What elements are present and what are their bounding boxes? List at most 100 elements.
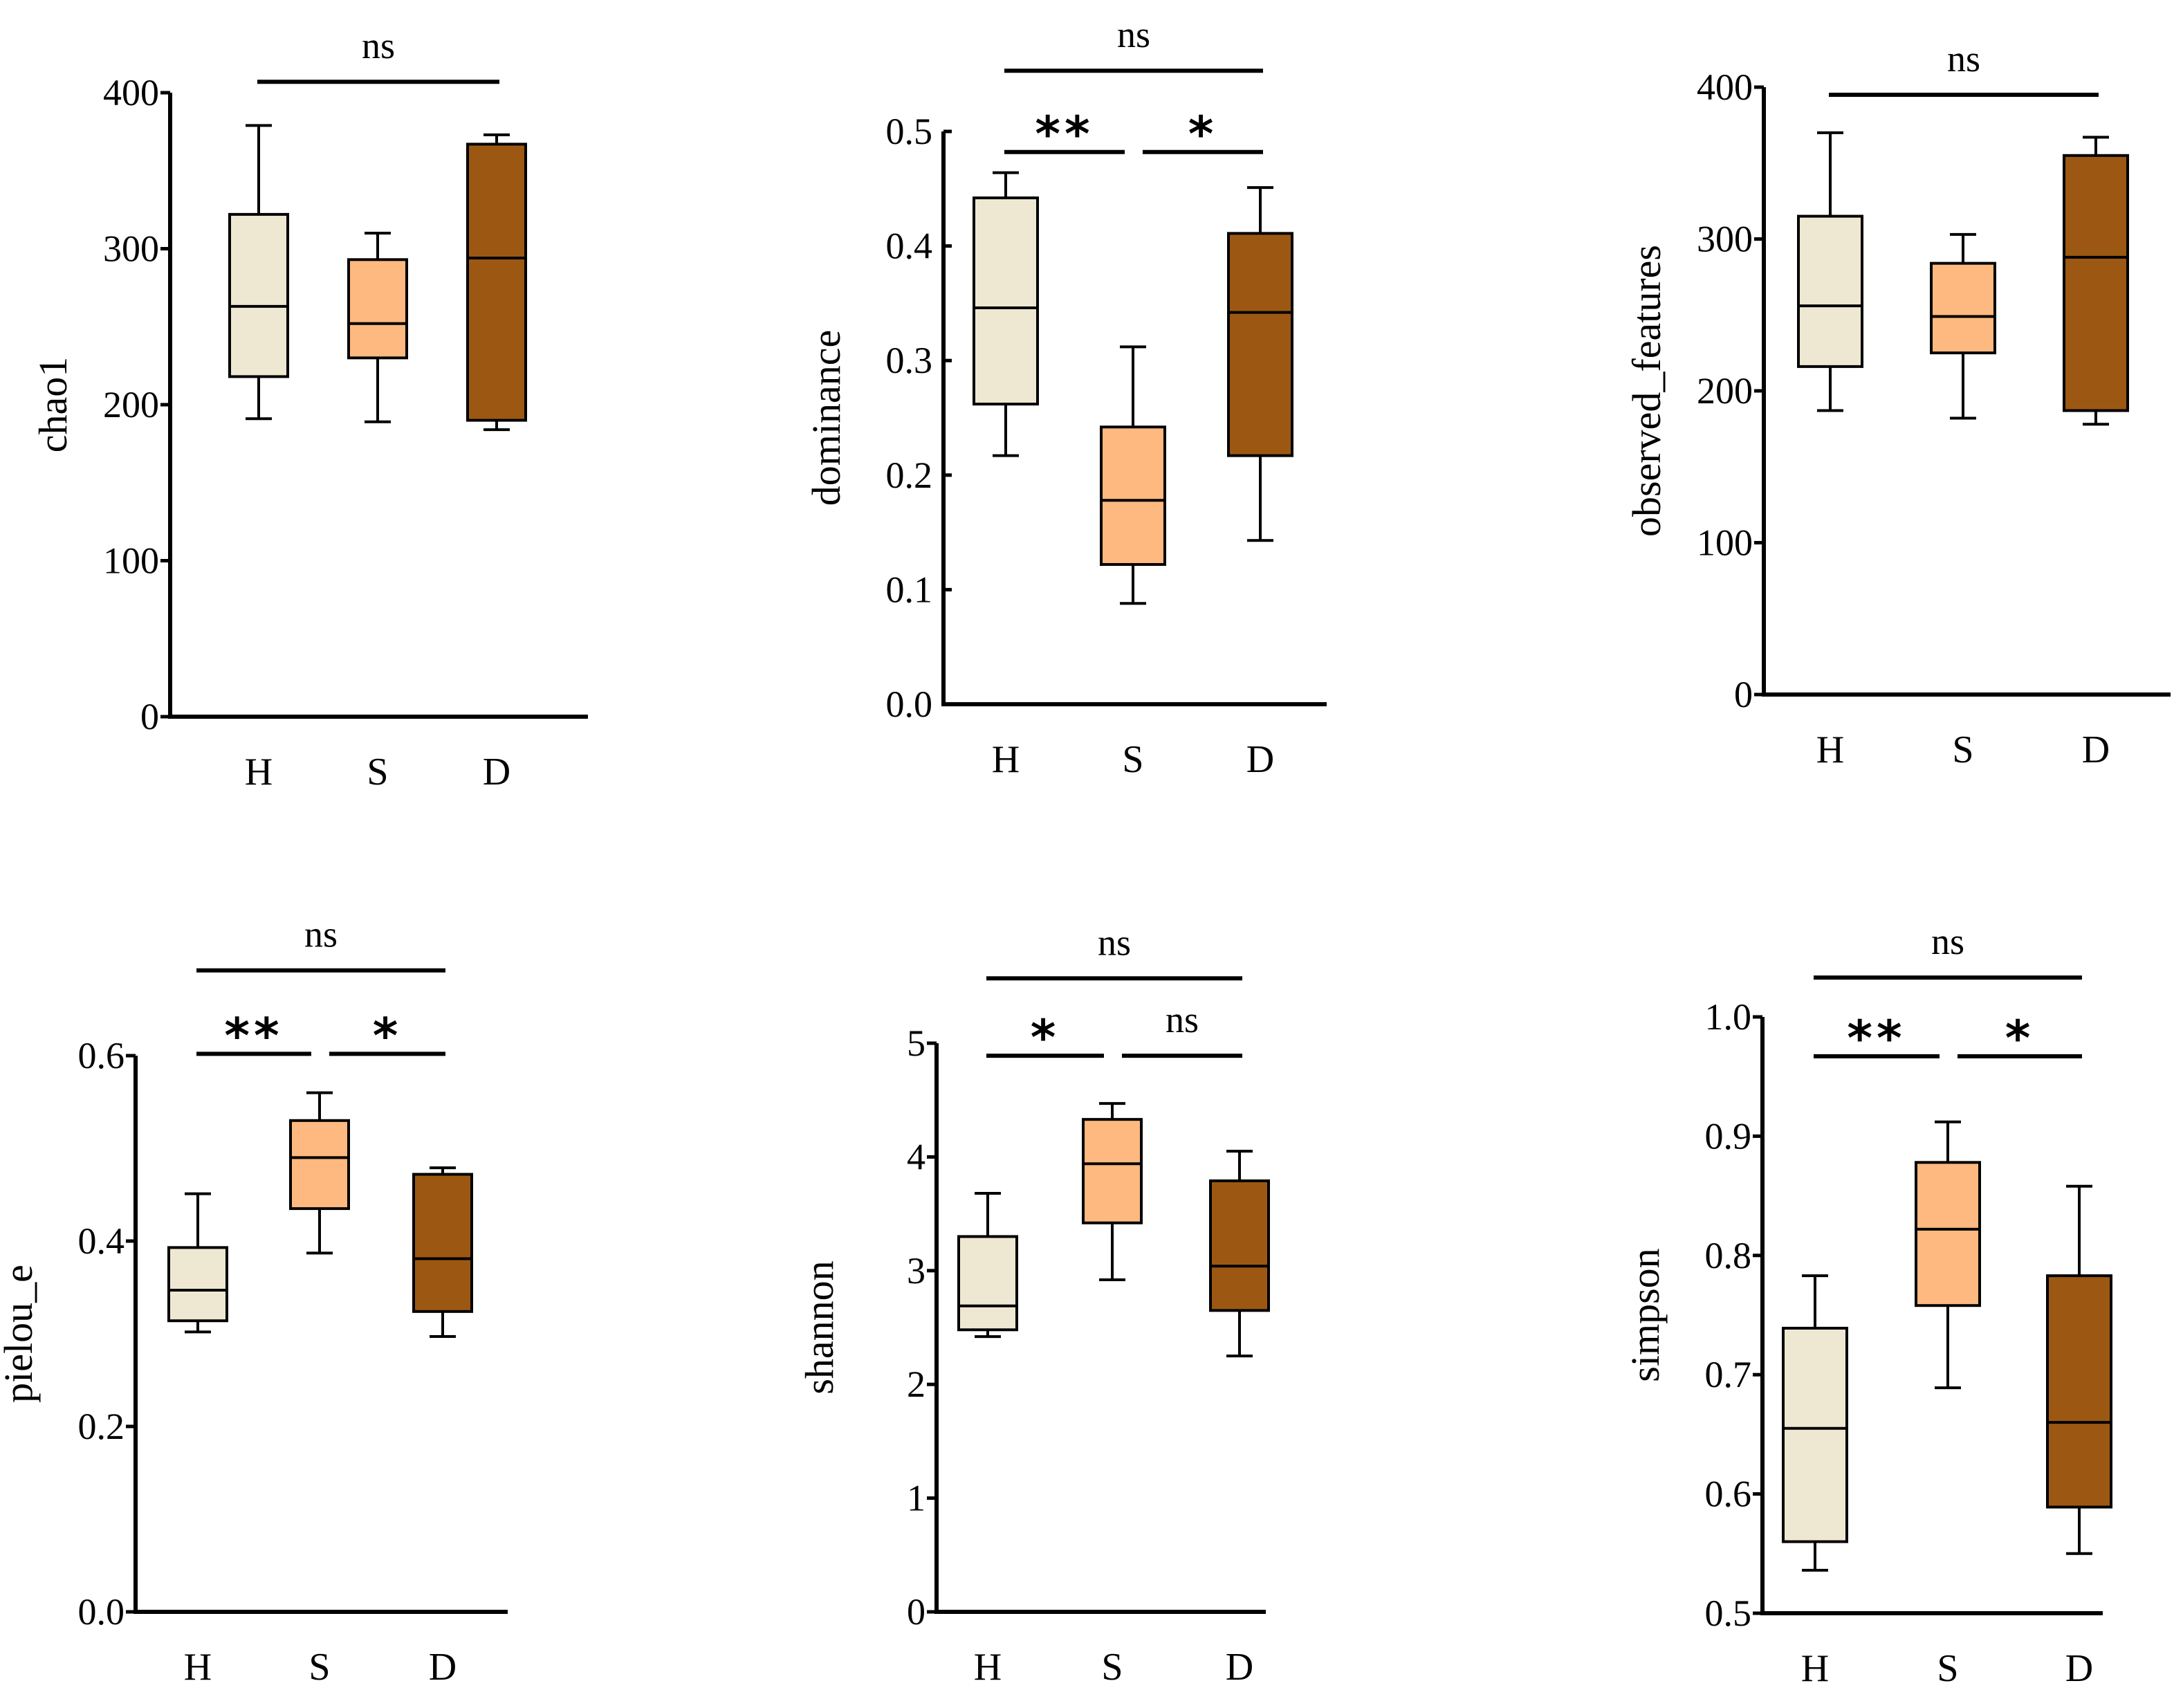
box-H: [167, 1192, 228, 1334]
box-H: [1782, 1274, 1848, 1572]
box-iqr: [2063, 154, 2129, 412]
significance-label: *: [373, 1007, 403, 1064]
significance-label: ns: [1947, 38, 1980, 80]
x-tick-label: S: [1101, 1646, 1123, 1689]
box-iqr: [466, 143, 527, 422]
y-tick-label: 2: [907, 1363, 925, 1405]
y-tick-label: 0.5: [1705, 1592, 1752, 1634]
box-iqr: [1082, 1118, 1143, 1224]
box-H: [957, 1192, 1018, 1339]
box-iqr: [167, 1246, 228, 1323]
y-tick-label: 0.4: [78, 1220, 125, 1262]
panel-chao1: 0 100 200 300 400 chao1 H S Dns: [30, 25, 588, 793]
significance-label: *: [2005, 1010, 2035, 1067]
y-tick-label: 0.6: [1705, 1473, 1752, 1515]
y-tick-label: 0: [1734, 674, 1753, 715]
box-S: [1100, 345, 1166, 605]
box-iqr: [957, 1235, 1018, 1332]
y-axis-label: chao1: [30, 357, 75, 453]
y-tick-label: 0.7: [1705, 1354, 1752, 1395]
box-D: [466, 133, 527, 432]
box-iqr: [2046, 1274, 2112, 1509]
box-S: [347, 231, 408, 423]
box-S: [1930, 232, 1996, 420]
y-tick-label: 100: [103, 540, 159, 582]
y-tick-label: 0.4: [886, 226, 933, 267]
x-tick-label: S: [1952, 728, 1973, 771]
y-axis-label: dominance: [804, 330, 849, 506]
x-tick-label: D: [429, 1646, 457, 1689]
y-tick-label: 0.8: [1705, 1235, 1752, 1276]
y-tick-label: 5: [907, 1022, 925, 1064]
box-iqr: [1797, 214, 1863, 368]
y-tick-label: 400: [103, 72, 159, 113]
y-tick-label: 0.1: [886, 569, 933, 610]
y-tick-label: 200: [103, 384, 159, 425]
x-tick-label: D: [483, 751, 510, 793]
y-tick-label: 0.0: [78, 1591, 125, 1633]
x-tick-label: D: [1246, 738, 1274, 781]
x-tick-label: H: [1801, 1647, 1829, 1690]
y-tick-label: 4: [907, 1136, 925, 1177]
box-iqr: [412, 1173, 473, 1313]
box-H: [973, 171, 1039, 457]
panel-shannon: 0 1 2 3 4 5 shannon H S Dns * ns: [797, 921, 1270, 1689]
panel-observed_features: 0 100 200 300 400 observed_features H S Dns: [1624, 38, 2171, 771]
y-tick-label: 100: [1697, 522, 1753, 564]
significance-label: ns: [1098, 921, 1131, 963]
box-iqr: [347, 258, 408, 360]
x-tick-label: H: [992, 738, 1020, 781]
y-tick-label: 0.2: [886, 454, 933, 496]
x-tick-label: H: [974, 1646, 1002, 1689]
y-axis-label: observed_features: [1624, 245, 1669, 537]
y-tick-label: 0.9: [1705, 1115, 1752, 1157]
significance-label: **: [224, 1007, 283, 1064]
box-S: [289, 1091, 350, 1255]
y-tick-label: 0.6: [78, 1035, 125, 1076]
y-tick-label: 0.3: [886, 340, 933, 381]
significance-label: ns: [304, 914, 338, 955]
y-axis-label: simpson: [1623, 1248, 1668, 1381]
box-D: [1209, 1150, 1270, 1358]
y-axis-label: pielou_e: [0, 1265, 41, 1403]
box-iqr: [973, 196, 1039, 406]
x-tick-label: H: [1816, 728, 1844, 771]
box-S: [1082, 1102, 1143, 1281]
box-iqr: [1915, 1161, 1981, 1307]
y-tick-label: 3: [907, 1250, 925, 1292]
box-iqr: [289, 1119, 350, 1211]
significance-label: **: [1847, 1010, 1906, 1067]
box-S: [1915, 1120, 1981, 1390]
x-tick-label: S: [1937, 1647, 1958, 1690]
x-tick-label: S: [367, 751, 388, 793]
significance-label: *: [1188, 106, 1218, 163]
y-tick-label: 200: [1697, 370, 1753, 412]
significance-label: *: [1031, 1009, 1060, 1066]
box-D: [1227, 186, 1293, 542]
y-tick-label: 0.0: [886, 683, 933, 725]
box-D: [2046, 1184, 2112, 1555]
box-iqr: [1930, 261, 1996, 355]
box-iqr: [1782, 1326, 1848, 1543]
box-iqr: [1209, 1179, 1270, 1312]
y-tick-label: 1: [907, 1478, 925, 1519]
box-iqr: [1227, 232, 1293, 457]
y-tick-label: 0: [140, 696, 159, 737]
x-tick-label: H: [184, 1646, 212, 1689]
significance-label: ns: [1166, 999, 1199, 1040]
box-D: [2063, 136, 2129, 426]
box-iqr: [228, 212, 289, 378]
x-tick-label: H: [245, 751, 273, 793]
x-tick-label: D: [1226, 1646, 1253, 1689]
y-tick-label: 0: [907, 1591, 925, 1633]
y-tick-label: 300: [103, 228, 159, 270]
significance-label: **: [1035, 106, 1094, 163]
y-tick-label: 400: [1697, 66, 1753, 108]
significance-label: ns: [1117, 14, 1150, 55]
x-tick-label: S: [308, 1646, 330, 1689]
